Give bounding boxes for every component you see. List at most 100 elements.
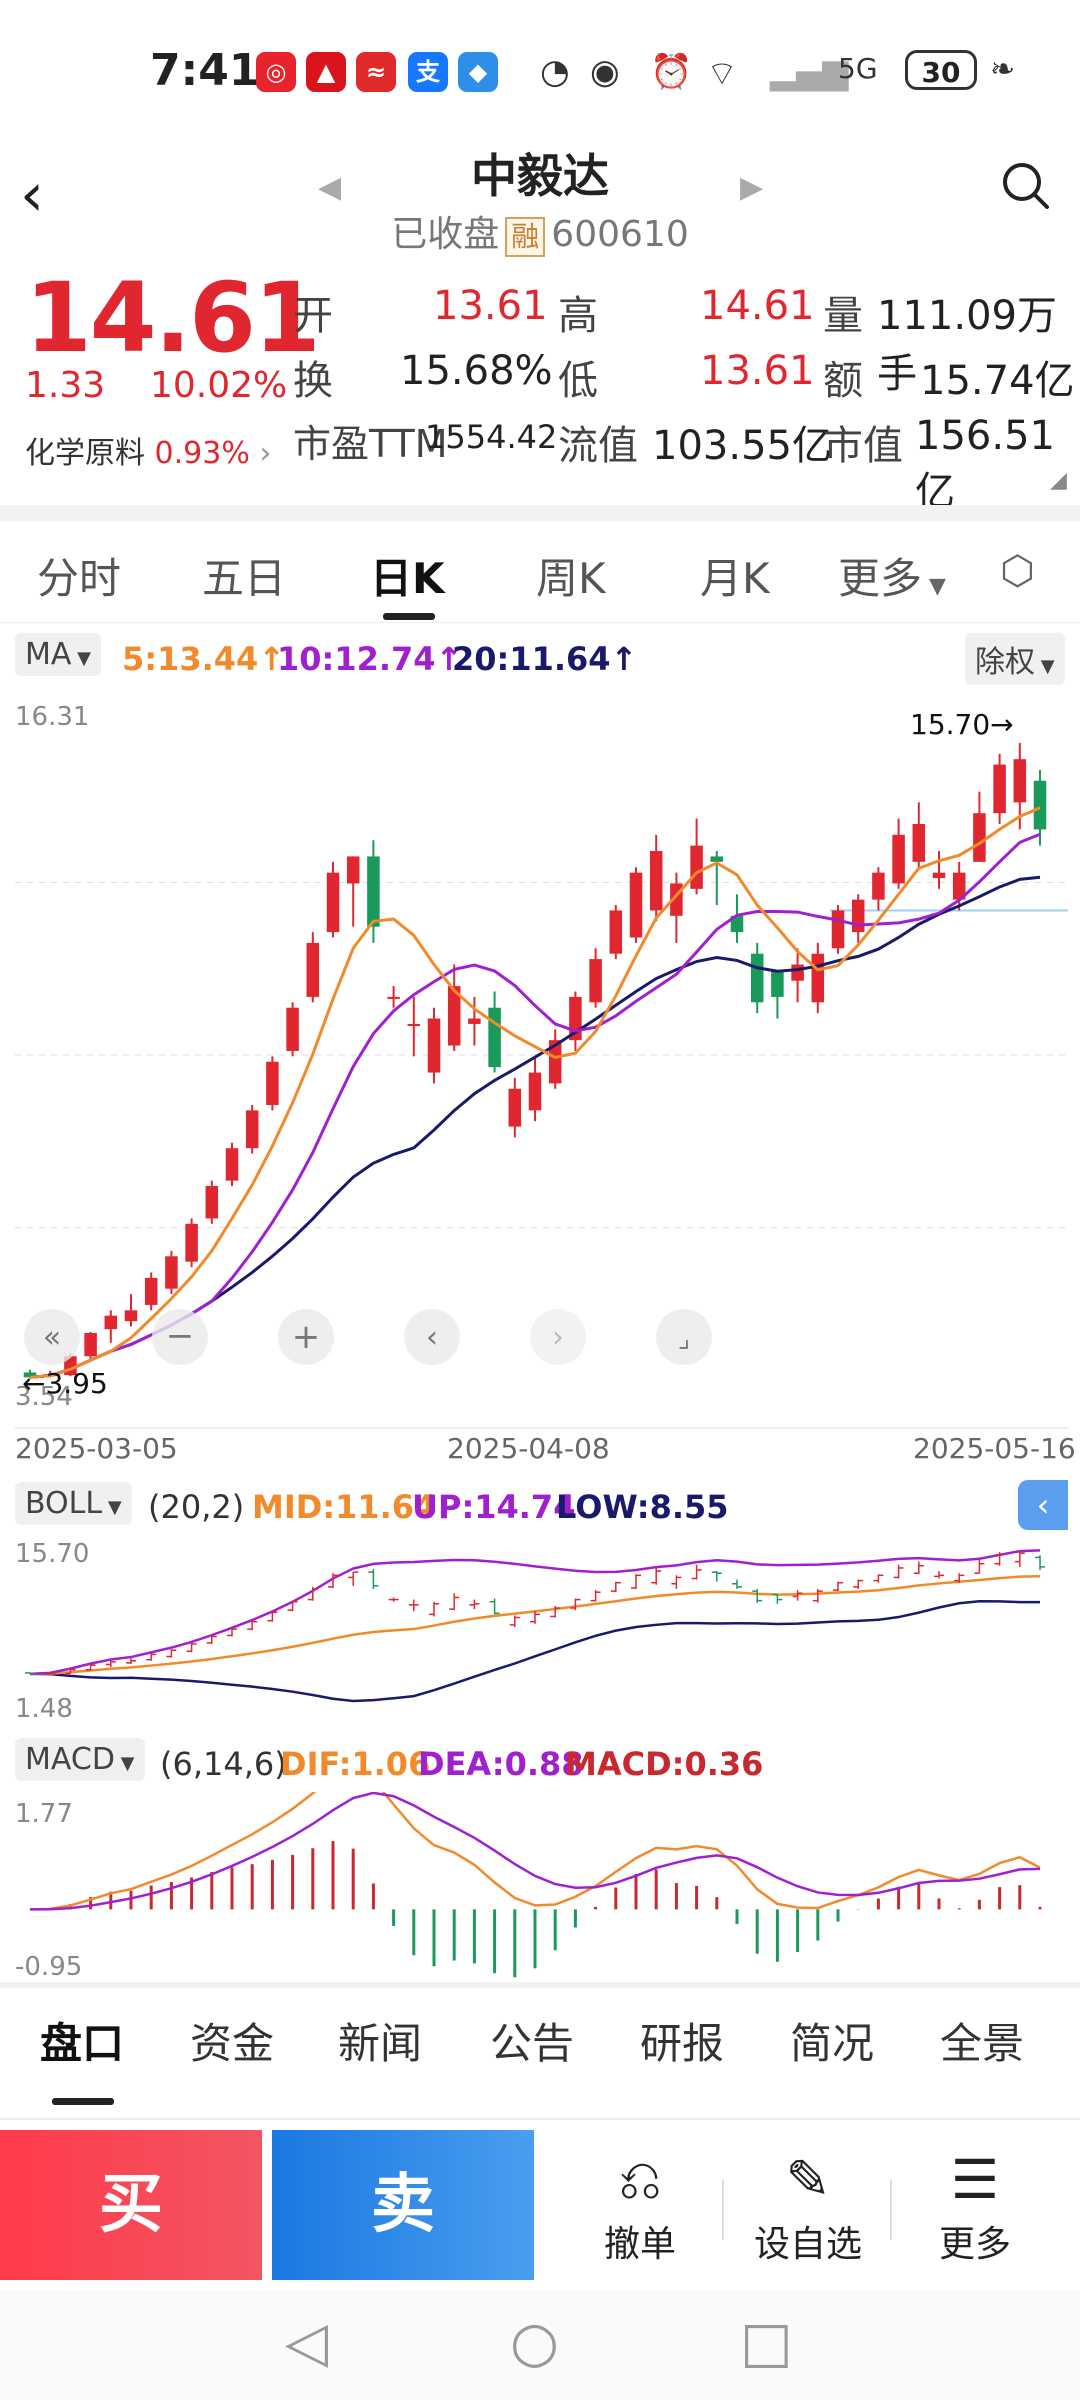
high-label: 高 <box>558 293 598 339</box>
candle-body <box>548 1040 562 1084</box>
candle-body <box>225 1148 239 1181</box>
pe-label: 市盈TTM <box>293 422 448 466</box>
stock-code: 600610 <box>551 214 689 255</box>
tab-panorama[interactable]: 全景 <box>940 2019 1025 2068</box>
candle-body <box>23 1372 37 1378</box>
candle-body <box>84 1332 97 1357</box>
fullscreen-button[interactable]: ⌟ <box>656 1309 712 1365</box>
collapse-panel-icon[interactable]: ‹ <box>1018 1480 1068 1530</box>
zoom-out-button[interactable]: − <box>152 1309 208 1365</box>
cancel-order-button[interactable]: ⎌ 撤单 <box>570 2145 710 2267</box>
divider <box>0 505 1080 521</box>
tab-news[interactable]: 新闻 <box>338 2019 423 2068</box>
tab-announcements[interactable]: 公告 <box>490 2019 575 2068</box>
candle-body <box>407 1023 421 1026</box>
boll-params: (20,2) <box>148 1488 245 1526</box>
prev-stock-icon[interactable]: ◀ <box>318 170 342 205</box>
search-icon[interactable] <box>1000 160 1050 210</box>
boll-y-top: 15.70 <box>15 1539 89 1569</box>
ma10-legend: 10:12.74↑ <box>277 640 463 678</box>
price-change-pct: 10.02% <box>150 365 288 406</box>
margin-badge: 融 <box>505 217 546 257</box>
candle-body <box>205 1186 219 1219</box>
stock-subline: 已收盘融 600610 <box>0 205 1080 257</box>
tab-five-day[interactable]: 五日 <box>202 554 287 603</box>
macd-chart: 1.77 -0.95 <box>15 1792 1042 1982</box>
nav-back-icon[interactable]: ◁ <box>285 2310 329 2375</box>
tab-month-k[interactable]: 月K <box>700 554 770 603</box>
add-watchlist-button[interactable]: ✎ 设自选 <box>738 2145 878 2267</box>
candle-body <box>932 872 946 879</box>
caret-down-icon: ▼ <box>114 1753 135 1774</box>
scroll-left-button[interactable]: ‹ <box>404 1309 460 1365</box>
candle-body <box>387 996 400 999</box>
adjust-selector[interactable]: 除权 ▼ <box>965 633 1065 685</box>
caret-down-icon: ▼ <box>102 1497 122 1518</box>
app-icon-1: ◎ <box>256 52 296 92</box>
candle-body <box>952 872 966 900</box>
macd-value: MACD:0.36 <box>565 1745 764 1783</box>
price-change: 1.33 <box>25 365 106 406</box>
open-value: 13.61 <box>433 283 548 329</box>
scroll-right-button[interactable]: › <box>530 1309 586 1365</box>
zoom-in-button[interactable]: + <box>278 1309 334 1365</box>
tab-research[interactable]: 研报 <box>640 2019 725 2068</box>
system-nav-bar <box>0 2290 1080 2400</box>
nav-recents-icon[interactable]: □ <box>740 2310 793 2375</box>
bottom-tab-indicator <box>52 2098 114 2105</box>
back-icon[interactable]: ‹ <box>20 160 44 230</box>
signal-icon: ▂▄▆ <box>770 52 849 92</box>
tab-capital[interactable]: 资金 <box>190 2019 275 2068</box>
x-label-start: 2025-03-05 <box>15 1432 178 1465</box>
candle-body <box>528 1072 542 1111</box>
sector-link[interactable]: 化学原料 0.93% › <box>25 428 271 472</box>
tab-day-k[interactable]: 日K <box>370 554 445 603</box>
next-stock-icon[interactable]: ▶ <box>740 170 764 205</box>
undo-icon: ⎌ <box>618 2148 662 2211</box>
sector-name: 化学原料 <box>25 436 145 471</box>
alipay-icon: 支 <box>408 52 448 92</box>
candle-body <box>447 986 461 1046</box>
ma10-line <box>29 832 1041 1379</box>
pe-value: 1554.42 <box>425 418 558 456</box>
tab-intraday[interactable]: 分时 <box>37 554 122 603</box>
macd-y-bottom: -0.95 <box>15 1952 82 1982</box>
more-button[interactable]: ☰ 更多 <box>905 2145 1045 2267</box>
macd-dea: DEA:0.88 <box>418 1745 584 1783</box>
caret-down-icon: ▼ <box>922 574 946 599</box>
boll-selector[interactable]: BOLL ▼ <box>15 1482 132 1525</box>
ma-selector[interactable]: MA ▼ <box>15 633 101 676</box>
tab-profile[interactable]: 简况 <box>790 2019 875 2068</box>
ma5-legend: 5:13.44↑ <box>122 640 286 678</box>
expand-corner-icon[interactable]: ◢ <box>1050 468 1067 493</box>
candle-body <box>892 834 905 884</box>
turnover-value: 15.68% <box>400 348 553 394</box>
candlestick-chart[interactable]: 16.31 15.70→ 3.54 ←3.95 2025-03-05 2025-… <box>0 700 1080 1500</box>
low-label: 低 <box>558 358 598 404</box>
settings-hexagon-icon[interactable]: ⬡ <box>1000 548 1035 594</box>
buy-button[interactable]: 买 <box>0 2130 262 2280</box>
tab-week-k[interactable]: 周K <box>536 554 606 603</box>
tab-more[interactable]: 更多 ▼ <box>838 545 946 606</box>
divider <box>0 1982 1080 1988</box>
sell-button[interactable]: 卖 <box>272 2130 534 2280</box>
candle-body <box>144 1277 158 1305</box>
macd-selector[interactable]: MACD ▼ <box>15 1738 145 1781</box>
candle-body <box>1013 759 1027 803</box>
ma20-line <box>29 875 1041 1379</box>
candle-body <box>609 910 623 954</box>
app-icon-3: ≈ <box>356 52 396 92</box>
scroll-left-fast-button[interactable]: « <box>24 1309 80 1365</box>
candle-body <box>488 1007 501 1068</box>
candle-body <box>306 942 320 997</box>
volume-label: 量 <box>823 293 863 339</box>
tab-pankou[interactable]: 盘口 <box>40 2019 125 2068</box>
alarm-clock-icon: ◔ <box>540 52 570 92</box>
y-axis-bottom-label: 3.54 <box>15 1382 73 1412</box>
svg-text:+: + <box>292 1317 321 1357</box>
turnover-label: 换 <box>293 358 333 404</box>
nav-home-icon[interactable]: ○ <box>510 2310 559 2375</box>
candle-body <box>468 1018 481 1024</box>
edit-icon: ✎ <box>785 2148 831 2211</box>
adjust-label: 除权 <box>975 645 1035 680</box>
